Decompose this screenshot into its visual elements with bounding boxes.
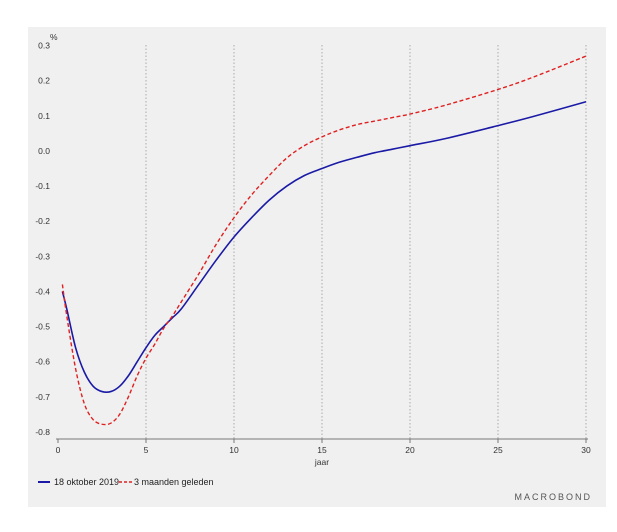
y-tick-label-10: -0.7 [35,392,50,402]
y-tick-label-6: -0.3 [35,251,50,261]
macrobond-logo: MACROBOND [514,492,592,502]
x-tick-label-0: 0 [56,445,61,455]
y-tick-label-11: -0.8 [35,427,50,437]
y-tick-label-7: -0.4 [35,286,50,296]
y-tick-label-0: 0.3 [38,41,50,51]
y-tick-label-5: -0.2 [35,216,50,226]
y-tick-label-8: -0.5 [35,322,50,332]
y-tick-label-9: -0.6 [35,357,50,367]
x-tick-label-15: 15 [317,445,327,455]
chart-frame: 0.3 0.2 0.1 0.0 -0.1 -0.2 -0.3 -0.4 -0.5 -0.6 -0.7… [28,27,606,507]
legend-item-18-oktober-2019: 18 oktober 2019 [54,477,119,487]
x-axis-ticks: 0 5 10 15 20 25 30 [56,439,591,455]
x-tick-label-5: 5 [144,445,149,455]
x-axis-label: jaar [314,457,329,467]
y-axis-label: % [50,32,58,42]
series-line-18-oktober-2019 [61,100,587,394]
y-tick-label-2: 0.1 [38,111,50,121]
y-tick-label-1: 0.2 [38,76,50,86]
x-tick-label-20: 20 [405,445,415,455]
x-tick-label-10: 10 [229,445,239,455]
series-lines [61,55,587,426]
y-axis-ticks: 0.3 0.2 0.1 0.0 -0.1 -0.2 -0.3 -0.4 -0.5 -0.6 -0.7… [35,41,50,437]
y-tick-label-3: 0.0 [38,146,50,156]
y-tick-label-4: -0.1 [35,181,50,191]
legend-item-3-maanden-geleden: 3 maanden geleden [134,477,214,487]
legend: 18 oktober 2019 3 maanden geleden [38,477,214,487]
yield-curve-chart: 0.3 0.2 0.1 0.0 -0.1 -0.2 -0.3 -0.4 -0.5 -0.6 -0.7… [35,32,592,502]
series-line-3-maanden-geleden [61,55,587,426]
x-tick-label-30: 30 [581,445,591,455]
x-tick-label-25: 25 [493,445,503,455]
grid-lines [145,45,587,439]
